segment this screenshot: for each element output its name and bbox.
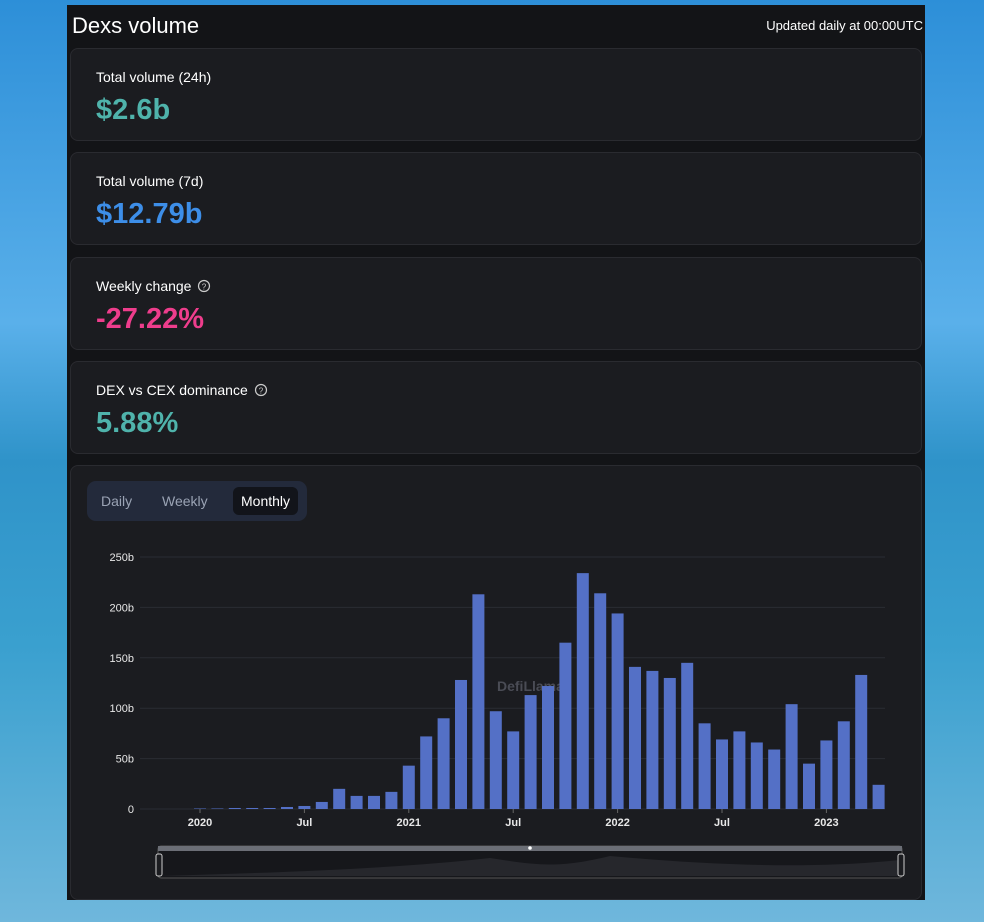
bar xyxy=(385,791,398,809)
bar xyxy=(472,594,485,809)
stat-card: Total volume (24h) $2.6b xyxy=(70,48,922,141)
stat-card: Weekly change ? -27.22% xyxy=(70,257,922,350)
bar xyxy=(350,795,363,809)
bar xyxy=(228,807,241,809)
x-tick-label: Jul xyxy=(714,817,730,829)
bar xyxy=(872,784,885,809)
bar xyxy=(785,704,798,809)
stat-label: Total volume (24h) xyxy=(96,69,212,85)
bar xyxy=(211,808,224,809)
range-dot xyxy=(528,846,532,850)
tab[interactable]: Daily xyxy=(101,493,133,509)
y-tick-label: 50b xyxy=(116,754,134,766)
stat-card: Total volume (7d) $12.79b xyxy=(70,152,922,245)
bar xyxy=(820,740,833,809)
bar xyxy=(611,613,624,809)
page-title: Dexs volume xyxy=(72,13,200,38)
bar xyxy=(750,742,763,809)
update-note: Updated daily at 00:00UTC xyxy=(766,18,923,33)
x-tick-label: Jul xyxy=(505,817,521,829)
x-tick-label: 2023 xyxy=(814,817,838,829)
x-tick-label: 2022 xyxy=(605,817,629,829)
bar xyxy=(594,593,607,809)
stat-value: $12.79b xyxy=(96,198,203,230)
bar xyxy=(646,670,659,809)
range-handle[interactable] xyxy=(155,853,163,877)
svg-text:?: ? xyxy=(259,387,264,396)
help-icon[interactable]: ? xyxy=(254,383,268,397)
bar xyxy=(402,765,415,809)
bar xyxy=(246,807,259,809)
panel: Dexs volume Updated daily at 00:00UTC To… xyxy=(67,5,925,900)
stat-label: DEX vs CEX dominance xyxy=(96,382,248,398)
watermark: DefiLlama xyxy=(497,678,564,694)
range-handle[interactable] xyxy=(897,853,905,877)
svg-text:?: ? xyxy=(202,283,207,292)
stat-value: $2.6b xyxy=(96,94,171,126)
bar xyxy=(576,573,589,809)
x-tick-label: Jul xyxy=(296,817,312,829)
bar xyxy=(803,763,815,809)
bar xyxy=(681,662,694,809)
bar xyxy=(663,677,676,809)
stat-card: DEX vs CEX dominance ? 5.88% xyxy=(70,361,922,454)
tab[interactable]: Weekly xyxy=(162,493,208,509)
y-tick-label: 200b xyxy=(110,602,134,614)
tab-group: Daily Weekly Monthly xyxy=(87,481,307,521)
bar xyxy=(437,718,450,809)
bar xyxy=(489,711,502,809)
y-tick-label: 0 xyxy=(128,804,134,816)
bar xyxy=(194,808,206,809)
stat-value: 5.88% xyxy=(96,407,179,439)
y-tick-label: 150b xyxy=(110,653,134,665)
bar xyxy=(524,695,537,809)
bar xyxy=(368,795,380,809)
help-icon[interactable]: ? xyxy=(197,279,211,293)
bar xyxy=(333,788,346,809)
bar xyxy=(420,736,433,809)
bar xyxy=(768,749,781,809)
bar xyxy=(507,731,520,809)
bar xyxy=(559,642,572,809)
bar xyxy=(629,666,641,809)
bar xyxy=(263,807,276,809)
y-tick-label: 100b xyxy=(110,703,134,715)
x-tick-label: 2020 xyxy=(188,817,212,829)
bar xyxy=(281,806,293,809)
tab-selected[interactable]: Monthly xyxy=(233,487,299,515)
y-tick-label: 250b xyxy=(110,552,134,564)
bar xyxy=(455,679,467,809)
bar xyxy=(855,674,868,809)
bar xyxy=(716,739,728,809)
stat-label: Total volume (7d) xyxy=(96,173,204,189)
bar xyxy=(542,686,554,809)
bar xyxy=(698,723,711,809)
chart-card: Daily Weekly Monthly xyxy=(70,465,922,900)
stat-label: Weekly change xyxy=(96,278,192,294)
range-preview xyxy=(160,856,900,876)
bar xyxy=(837,721,850,809)
bar xyxy=(298,805,311,809)
stat-value: -27.22% xyxy=(96,303,205,335)
bar xyxy=(733,731,746,809)
x-tick-label: 2021 xyxy=(397,817,421,829)
bar xyxy=(315,801,328,809)
